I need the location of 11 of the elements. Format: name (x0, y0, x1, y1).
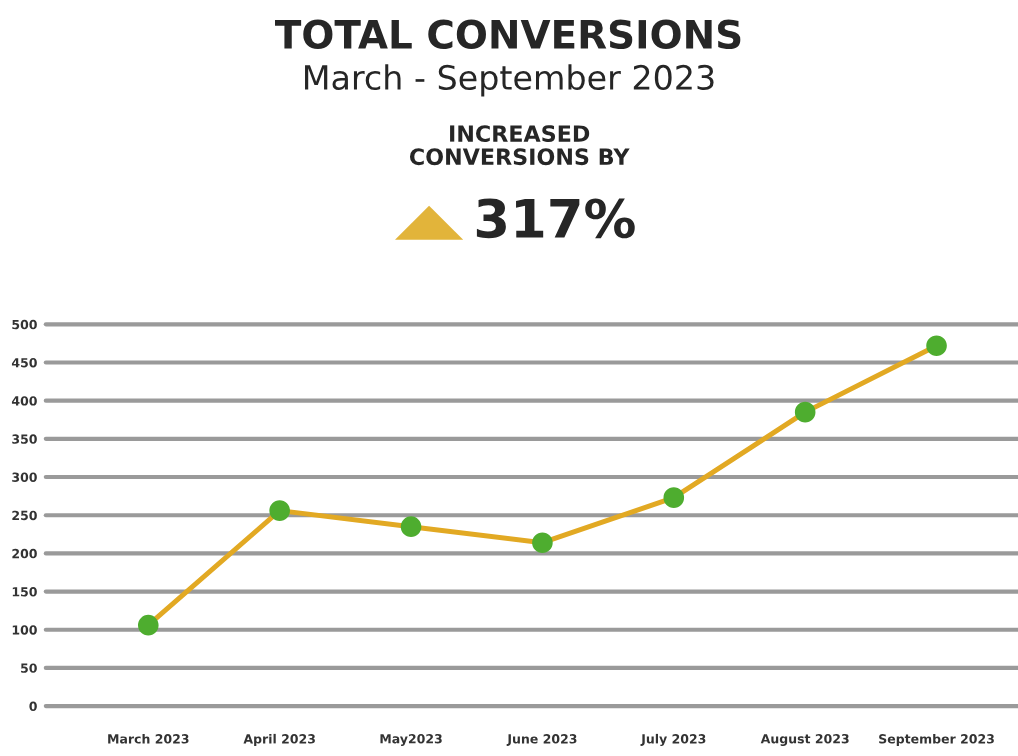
point (663, 487, 685, 508)
point (926, 335, 947, 356)
point (794, 401, 816, 423)
chart-subtitle: March - September 2023 (305, 64, 714, 97)
point (269, 500, 290, 521)
chart-title: TOTAL CONVERSIONS (275, 19, 741, 49)
text: INCREASED CONVERSIONS BY (409, 125, 630, 166)
point (532, 532, 553, 553)
point (400, 516, 422, 537)
text: 317% (476, 198, 635, 239)
point (137, 614, 159, 636)
